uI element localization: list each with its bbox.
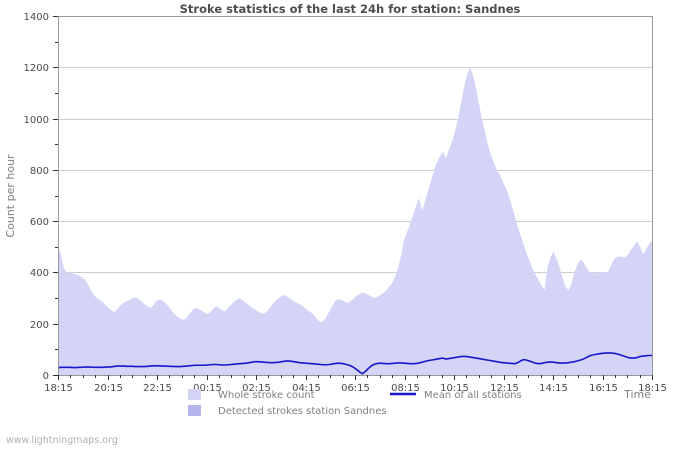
x-tick-label: 20:15 bbox=[94, 383, 123, 394]
legend-label: Mean of all stations bbox=[424, 390, 522, 401]
legend-label: Whole stroke count bbox=[218, 390, 315, 401]
page-title: Stroke statistics of the last 24h for st… bbox=[180, 2, 521, 16]
x-tick-label: 12:15 bbox=[490, 383, 519, 394]
y-tick-label: 0 bbox=[43, 371, 49, 382]
x-tick-label: 04:15 bbox=[292, 383, 321, 394]
chart-legend: Whole stroke count Detected strokes stati… bbox=[188, 389, 522, 417]
y-tick-label: 1400 bbox=[24, 12, 49, 23]
x-tick-label: 16:15 bbox=[589, 383, 618, 394]
x-axis-title: Time bbox=[623, 388, 651, 401]
line-series-group bbox=[57, 352, 652, 375]
line-series bbox=[57, 352, 652, 375]
x-tick-label: 18:15 bbox=[638, 383, 667, 394]
x-tick-label: 02:15 bbox=[242, 383, 271, 394]
y-tick-label: 200 bbox=[30, 320, 49, 331]
x-tick-label: 18:15 bbox=[44, 383, 73, 394]
x-tick-label: 14:15 bbox=[539, 383, 568, 394]
y-axis-title: Count per hour bbox=[4, 154, 17, 238]
y-tick-label: 1000 bbox=[24, 115, 49, 126]
y-tick-label: 600 bbox=[30, 217, 49, 228]
x-axis-ticks: 18:15 20:15 22:15 00:15 02:15 04:15 06:15 08:15… bbox=[44, 375, 667, 394]
y-tick-label: 1200 bbox=[24, 63, 49, 74]
y-tick-label: 400 bbox=[30, 268, 49, 279]
legend-label: Detected strokes station Sandnes bbox=[218, 406, 387, 417]
y-tick-label: 800 bbox=[30, 166, 49, 177]
legend-swatch bbox=[188, 389, 201, 400]
x-tick-label: 22:15 bbox=[143, 383, 172, 394]
legend-swatch bbox=[188, 405, 201, 416]
x-tick-label: 08:15 bbox=[391, 383, 420, 394]
x-tick-label: 10:15 bbox=[440, 383, 469, 394]
x-tick-label: 06:15 bbox=[341, 383, 370, 394]
area-series-group bbox=[58, 67, 652, 375]
y-axis-ticks: 0 200 400 600 800 1000 1200 1400 bbox=[24, 12, 58, 382]
x-tick-label: 00:15 bbox=[193, 383, 222, 394]
area-series bbox=[58, 67, 652, 375]
site-footer-label: www.lightningmaps.org bbox=[6, 435, 118, 446]
